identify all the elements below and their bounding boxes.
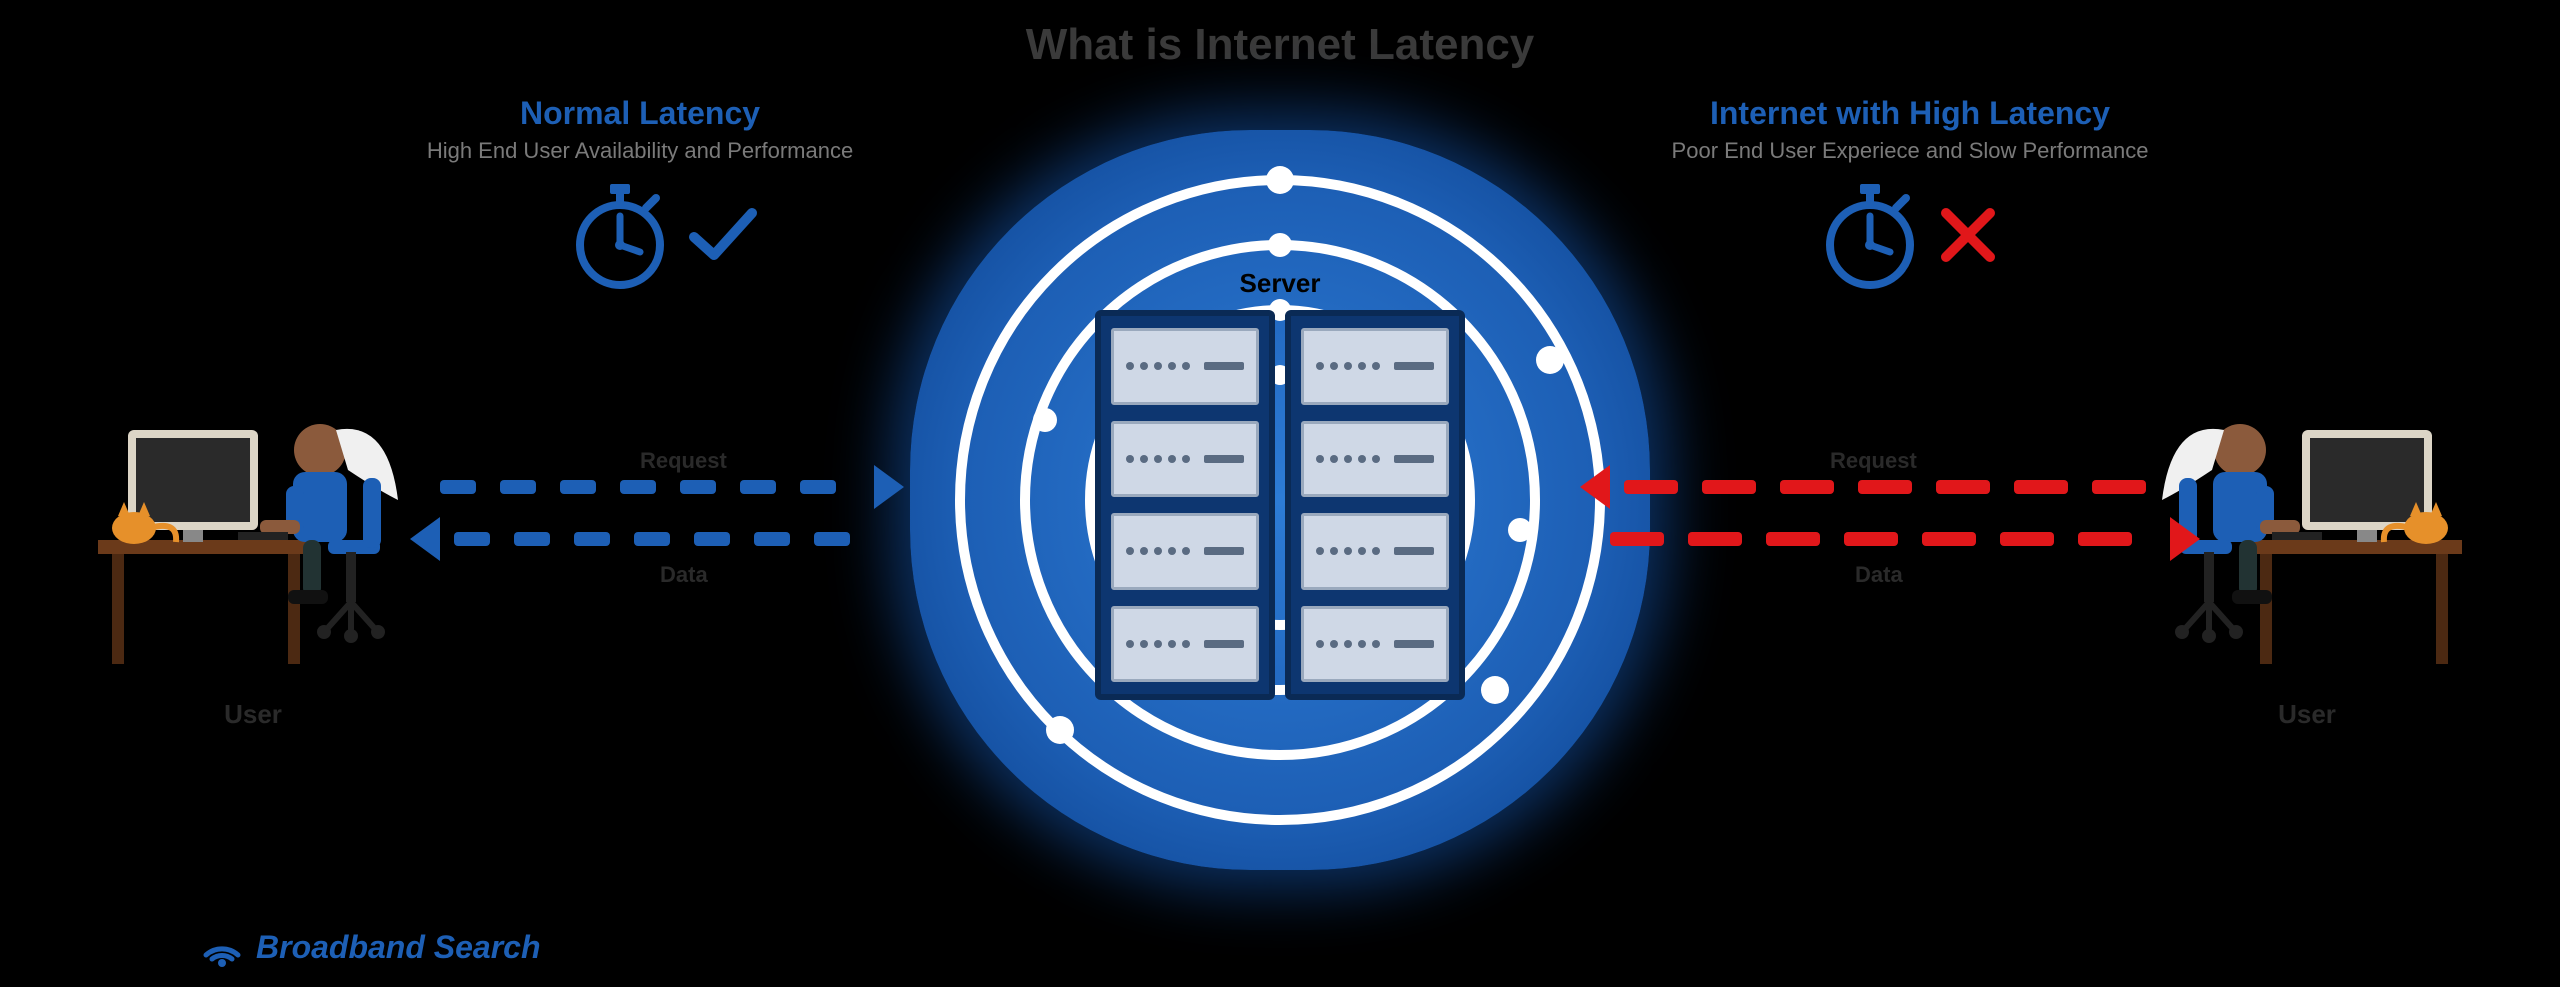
left-user-workstation: User [88,370,418,690]
server-racks [1095,310,1465,700]
arrow-left-icon [1580,465,1610,509]
arrow-right-icon [874,465,904,509]
left-data-flow [410,530,874,548]
left-request-label: Request [640,448,727,474]
server-label: Server [1240,268,1321,299]
server-rack-left [1095,310,1275,700]
left-section-header: Normal Latency High End User Availabilit… [330,95,950,164]
left-request-flow [440,478,904,496]
arrow-right-icon [2170,517,2200,561]
right-subheading: Poor End User Experiece and Slow Perform… [1570,138,2250,164]
left-status-icons [570,180,758,290]
right-data-label: Data [1855,562,1903,588]
right-data-flow [1610,530,2200,548]
left-heading: Normal Latency [330,95,950,132]
server-rack-right [1285,310,1465,700]
stopwatch-icon [570,180,670,290]
diagram-root: What is Internet Latency Normal Latency … [0,0,2560,987]
left-data-label: Data [660,562,708,588]
wifi-icon [200,925,244,969]
brand-text: Broadband Search [256,929,541,966]
main-title: What is Internet Latency [1026,20,1535,70]
right-request-label: Request [1830,448,1917,474]
user-illustration-icon [88,370,418,690]
right-request-flow [1580,478,2170,496]
check-icon [688,205,758,265]
left-subheading: High End User Availability and Performan… [330,138,950,164]
brand-logo: Broadband Search [200,925,541,969]
x-icon [1938,205,1998,265]
right-section-header: Internet with High Latency Poor End User… [1570,95,2250,164]
stopwatch-icon [1820,180,1920,290]
right-heading: Internet with High Latency [1570,95,2250,132]
arrow-left-icon [410,517,440,561]
right-user-label: User [2278,699,2336,730]
left-user-label: User [224,699,282,730]
right-status-icons [1820,180,1998,290]
